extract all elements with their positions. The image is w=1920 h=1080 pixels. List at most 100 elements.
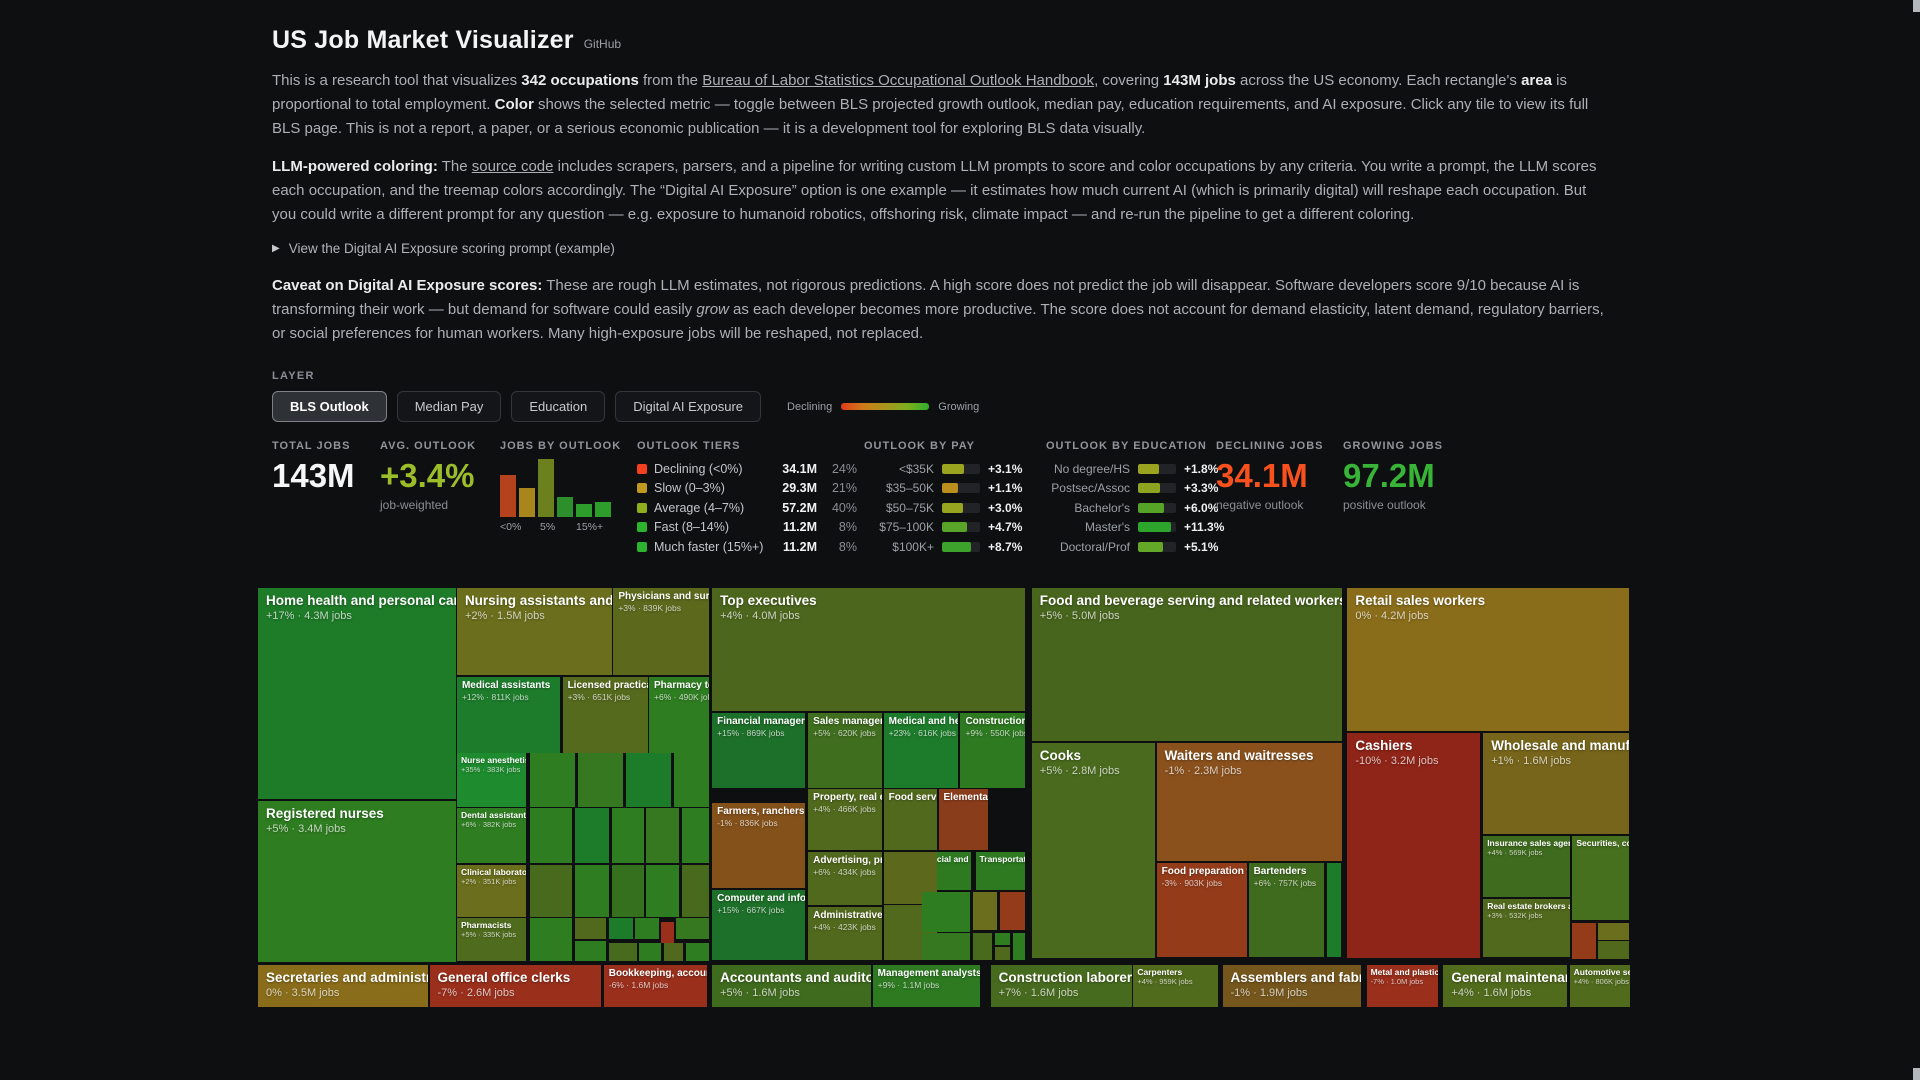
treemap-tile[interactable]	[994, 932, 1010, 946]
treemap-tile-farmers-ranchers[interactable]: Farmers, ranchers, and other agricultura…	[712, 803, 806, 888]
treemap-tile[interactable]	[529, 808, 573, 864]
treemap-tile[interactable]	[529, 865, 573, 918]
treemap-tile-advertising-promotions-managers[interactable]: Advertising, promotions, and marketing m…	[808, 852, 883, 906]
treemap-tile[interactable]	[625, 753, 671, 808]
treemap-tile[interactable]	[664, 942, 684, 961]
treemap-tile-automotive-service-techs[interactable]: Automotive service technicians and mecha…	[1569, 965, 1630, 1008]
treemap-tile[interactable]	[994, 946, 1010, 961]
layer-button-median-pay[interactable]: Median Pay	[396, 391, 502, 422]
treemap-tile-general-maintenance-repair[interactable]: General maintenance and repair workers+4…	[1443, 965, 1567, 1008]
treemap-tile-securities-sales-agents[interactable]: Securities, commodities, and financial s…	[1572, 835, 1629, 920]
treemap-tile[interactable]	[686, 942, 710, 961]
treemap-tile[interactable]	[529, 918, 573, 961]
tier-swatch	[637, 463, 647, 474]
treemap-tile-bartenders[interactable]: Bartenders +6% · 757K jobs	[1248, 863, 1325, 958]
treemap-tile-physicians-surgeons[interactable]: Physicians and surgeons+3% · 839K jobs	[613, 588, 710, 675]
treemap-tile-home-health-aides[interactable]: Home health and personal care aides +17% …	[258, 588, 456, 799]
treemap-tile[interactable]	[1000, 892, 1025, 930]
treemap-tile[interactable]	[673, 753, 710, 808]
treemap-tile-management-analysts[interactable]: Management analysts +9% · 1.1M jobs	[872, 965, 980, 1008]
treemap-tile-cooks[interactable]: Cooks +5% · 2.8M jobs	[1031, 742, 1156, 958]
treemap-tile-wholesale-sales-reps[interactable]: Wholesale and manufacturing sales repres…	[1483, 732, 1629, 834]
treemap-tile-real-estate-brokers[interactable]: Real estate brokers and sales agents+3% …	[1483, 898, 1570, 957]
treemap-tile-general-office-clerks[interactable]: General office clerks -7% · 2.6M jobs	[429, 965, 601, 1008]
treemap-tile-carpenters[interactable]: Carpenters +4% · 959K jobs	[1133, 965, 1219, 1008]
treemap-tile-transportation-managers[interactable]: Transportation, storage, and distributio…	[975, 852, 1025, 890]
treemap-tile-medical-health-services-managers[interactable]: Medical and health services managers+23%…	[883, 713, 958, 789]
stat-total-jobs: TOTAL JOBS 143M	[272, 440, 355, 493]
treemap-tile[interactable]	[577, 753, 623, 808]
bar-fill	[942, 541, 971, 552]
inline-link[interactable]: Bureau of Labor Statistics Occupational …	[702, 72, 1095, 89]
scrollbar-up-button[interactable]	[1913, 0, 1920, 12]
treemap-tile-computer-info-systems-managers[interactable]: Computer and information systems manager…	[712, 889, 806, 961]
treemap-tile[interactable]	[922, 932, 971, 961]
treemap-tile-food-beverage-workers[interactable]: Food and beverage serving and related wo…	[1031, 588, 1342, 741]
treemap-tile[interactable]	[611, 808, 644, 864]
layer-button-education[interactable]: Education	[511, 391, 606, 422]
treemap-tile[interactable]	[574, 865, 610, 918]
treemap-tile-construction-laborers[interactable]: Construction laborers and helpers+7% · 1…	[990, 965, 1132, 1008]
treemap-tile[interactable]	[574, 918, 607, 940]
treemap-tile[interactable]	[1326, 863, 1341, 958]
treemap-tile-financial-managers[interactable]: Financial managers +15% · 869K jobs	[712, 713, 806, 789]
treemap-tile-pharmacists[interactable]: Pharmacists +5% · 335K jobs	[456, 918, 526, 961]
treemap-tile[interactable]	[972, 932, 992, 961]
treemap-tile[interactable]	[529, 753, 575, 808]
scrollbar-down-button[interactable]	[1913, 1068, 1920, 1080]
treemap-tile[interactable]	[1572, 923, 1596, 959]
treemap-tile-medical-assistants[interactable]: Medical assistants +12% · 811K jobs	[456, 677, 560, 754]
treemap-tile-accountants-auditors[interactable]: Accountants and auditors +5% · 1.6M jobs	[712, 965, 872, 1008]
treemap-tile-construction-managers[interactable]: Construction managers+9% · 550K jobs	[960, 713, 1025, 789]
treemap-tile[interactable]	[646, 865, 680, 918]
layer-button-digital-ai-exposure[interactable]: Digital AI Exposure	[615, 391, 762, 422]
treemap-tile[interactable]	[681, 865, 710, 918]
treemap-tile[interactable]	[635, 918, 659, 940]
inline-link[interactable]: source code	[471, 158, 554, 175]
treemap-tile-food-service-managers[interactable]: Food service managers	[883, 789, 938, 851]
treemap-tile-registered-nurses[interactable]: Registered nurses +5% · 3.4M jobs	[258, 800, 456, 962]
treemap-tile[interactable]	[574, 808, 610, 864]
tile-stats: +3% · 839K jobs	[618, 603, 681, 613]
treemap-tile-sales-managers[interactable]: Sales managers +5% · 620K jobs	[808, 713, 883, 789]
prompt-details-toggle[interactable]: ▶ View the Digital AI Exposure scoring p…	[258, 241, 1630, 256]
treemap-tile-metal-plastic-machine-workers[interactable]: Metal and plastic machine workers-7% · 1…	[1366, 965, 1438, 1008]
treemap-tile-nurse-anesthetists[interactable]: Nurse anesthetists, nurse midwives, and …	[456, 753, 526, 808]
treemap-tile[interactable]	[609, 942, 637, 961]
treemap-tile-nursing-assistants[interactable]: Nursing assistants and orderlies +2% · 1.…	[456, 588, 612, 675]
tile-stats: +6% · 434K jobs	[813, 867, 876, 878]
treemap-tile[interactable]	[681, 808, 710, 864]
treemap-tile[interactable]	[639, 942, 662, 961]
treemap-tile[interactable]	[972, 892, 998, 930]
treemap-tile-bookkeeping-clerks[interactable]: Bookkeeping, accounting, and auditing cl…	[603, 965, 707, 1008]
treemap-tile[interactable]	[922, 892, 971, 932]
treemap-tile[interactable]	[609, 918, 633, 940]
treemap-tile-top-executives[interactable]: Top executives +4% · 4.0M jobs	[712, 588, 1025, 712]
layer-button-bls-outlook[interactable]: BLS Outlook	[272, 391, 387, 422]
treemap-tile-secretaries-admin-assistants[interactable]: Secretaries and administrative assistant…	[258, 965, 429, 1008]
treemap-tile[interactable]	[611, 865, 644, 918]
treemap-tile-assemblers-fabricators[interactable]: Assemblers and fabricators-1% · 1.9M job…	[1222, 965, 1362, 1008]
treemap-tile[interactable]	[646, 808, 680, 864]
treemap-tile[interactable]	[1598, 923, 1629, 940]
treemap-tile-property-real-estate-managers[interactable]: Property, real estate, and community ass…	[808, 789, 883, 851]
treemap-tile-waiters-waitresses[interactable]: Waiters and waitresses -1% · 2.3M jobs	[1156, 742, 1342, 861]
treemap-tile-pharmacy-technicians[interactable]: Pharmacy technicians+6% · 490K jobs	[649, 677, 710, 754]
treemap-tile-clinical-laboratory[interactable]: Clinical laboratory technologists and te…	[456, 865, 526, 918]
treemap-tile-elementary-principals[interactable]: Elementary, middle, and high school prin…	[938, 789, 988, 851]
treemap-tile-dental-assistants[interactable]: Dental assistants +6% · 382K jobs	[456, 808, 526, 864]
tile-stats: +5% · 3.4M jobs	[266, 822, 346, 835]
treemap-tile-licensed-practical-nurses[interactable]: Licensed practical and licensed vocation…	[562, 677, 648, 754]
treemap-tile-retail-sales-workers[interactable]: Retail sales workers 0% · 4.2M jobs	[1347, 588, 1629, 731]
treemap-tile[interactable]	[1598, 941, 1629, 959]
github-link[interactable]: GitHub	[583, 37, 622, 51]
tile-stats: +3% · 532K jobs	[1487, 910, 1543, 920]
treemap-tile[interactable]	[676, 918, 710, 940]
treemap-tile[interactable]	[1012, 932, 1025, 961]
treemap-tile-insurance-sales-agents[interactable]: Insurance sales agents+4% · 569K jobs	[1483, 835, 1570, 897]
treemap-tile[interactable]	[661, 921, 674, 943]
treemap-tile-administrative-services-managers[interactable]: Administrative services and facilities m…	[808, 907, 883, 961]
treemap-tile[interactable]	[574, 940, 607, 961]
treemap-tile-cashiers[interactable]: Cashiers -10% · 3.2M jobs	[1347, 732, 1481, 958]
treemap-tile-food-preparation-workers[interactable]: Food preparation workers-3% · 903K jobs	[1156, 863, 1248, 958]
